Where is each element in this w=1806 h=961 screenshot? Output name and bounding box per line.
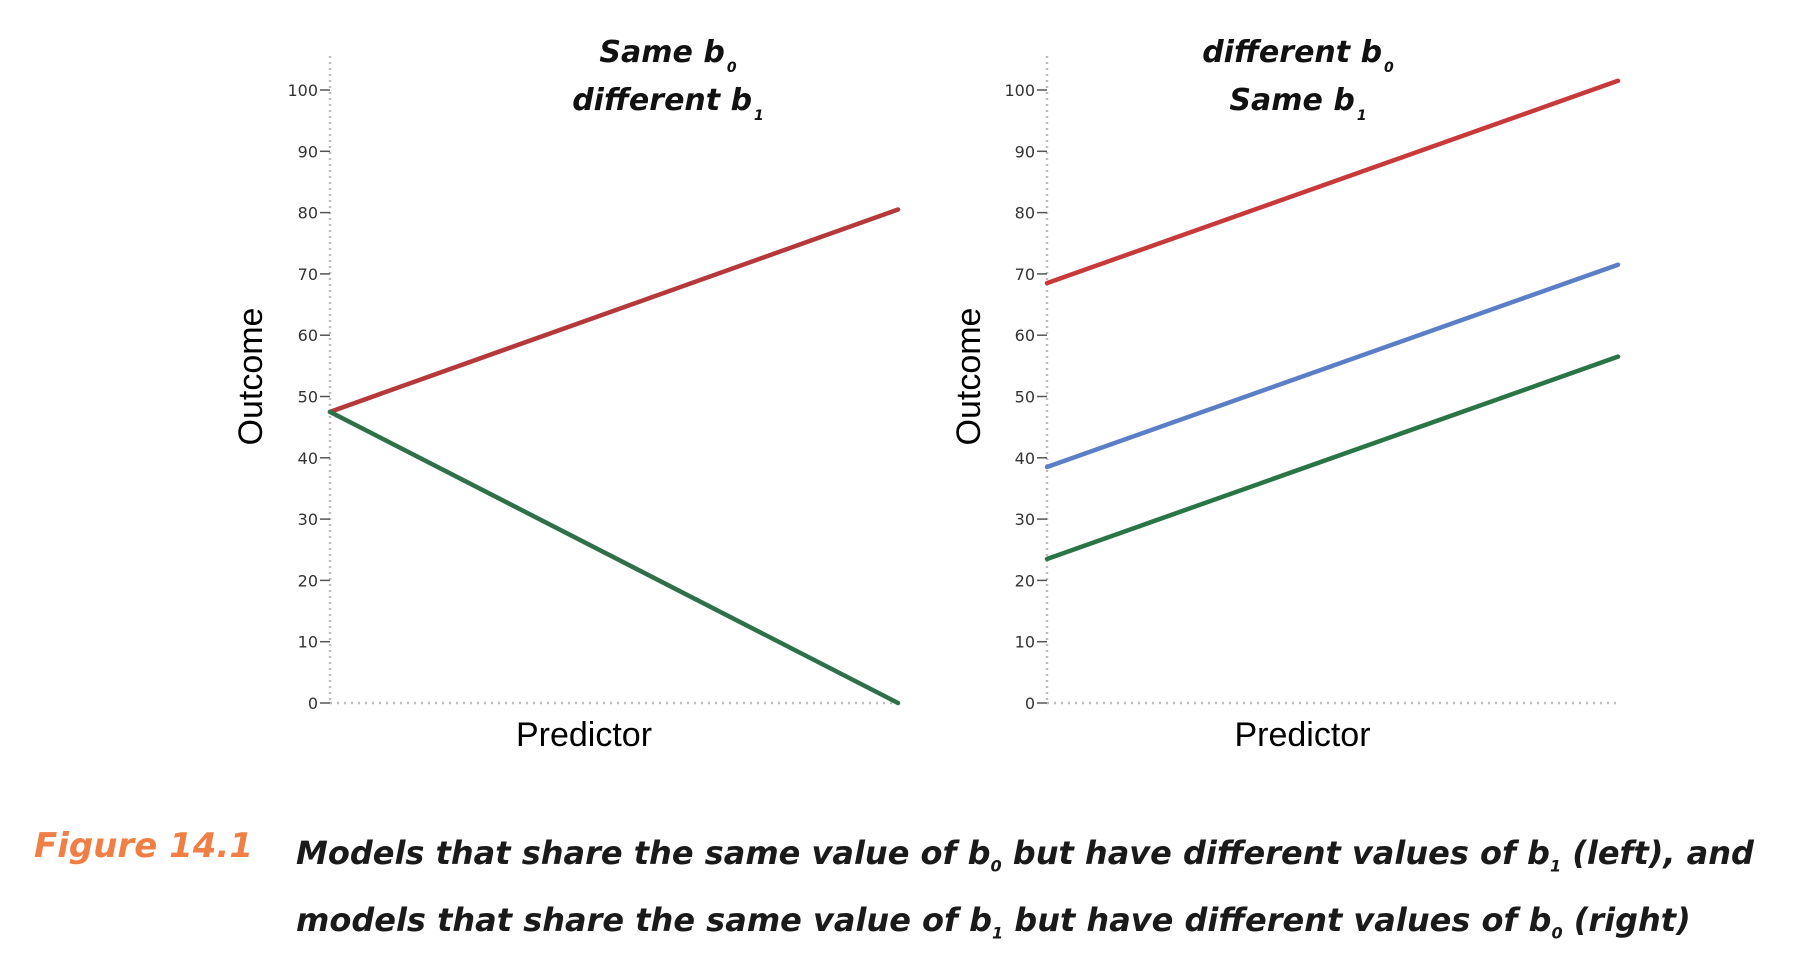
- figure-label: Figure 14.1: [34, 826, 253, 866]
- caption-text-segment: but have different values of b: [1001, 834, 1550, 872]
- caption-text-segment: Models that share the same value of b: [296, 834, 991, 872]
- series-line-1: [327, 207, 901, 415]
- panel-title-text: different b: [1202, 35, 1382, 70]
- caption-text-segment: (left), and: [1561, 834, 1754, 872]
- caption-subscript: 0: [990, 856, 1002, 876]
- caption-text-segment: (right): [1562, 901, 1691, 940]
- figure-caption: Figure 14.1 Models that share the same v…: [0, 818, 1806, 943]
- y-axis-title: Outcome: [232, 308, 270, 446]
- panel-title-subscript: 1: [1357, 108, 1367, 124]
- y-tick-label: 100: [1004, 81, 1035, 100]
- y-axis-title: Outcome: [950, 308, 988, 446]
- y-tick-label: 70: [298, 265, 318, 284]
- y-tick-label: 0: [1025, 694, 1035, 713]
- y-tick-label: 60: [1015, 326, 1035, 345]
- y-tick-label: 40: [1015, 449, 1035, 468]
- series-line-1: [1044, 78, 1621, 286]
- series-line-3: [1044, 354, 1621, 562]
- panel-title-text: Same b: [1229, 83, 1354, 118]
- x-axis-title: Predictor: [516, 716, 652, 754]
- y-tick-label: 50: [298, 388, 318, 407]
- panel-title-text: different b: [572, 83, 752, 118]
- caption-text-segment: but have different values of b: [1003, 901, 1552, 940]
- y-tick-label: 80: [1015, 204, 1035, 223]
- y-tick-label: 80: [298, 204, 318, 223]
- series-line-2: [327, 409, 901, 706]
- panel-title-text: Same b: [599, 35, 724, 70]
- caption-text-segment: models that share the same value of b: [296, 901, 992, 940]
- y-tick-label: 10: [298, 633, 318, 652]
- caption-line-2: models that share the same value of b1 b…: [296, 893, 1786, 960]
- y-tick-label: 90: [298, 142, 318, 161]
- y-tick-label: 10: [1015, 633, 1035, 652]
- y-tick-label: 20: [1015, 571, 1035, 590]
- y-tick-label: 40: [298, 449, 318, 468]
- series-line-2: [1044, 262, 1621, 470]
- y-tick-label: 70: [1015, 265, 1035, 284]
- y-tick-label: 0: [308, 694, 318, 713]
- caption-subscript: 0: [1551, 923, 1563, 943]
- panel-title-subscript: 0: [727, 60, 737, 76]
- y-tick-label: 100: [287, 81, 318, 100]
- y-tick-label: 50: [1015, 388, 1035, 407]
- y-tick-label: 90: [1015, 142, 1035, 161]
- y-tick-label: 30: [1015, 510, 1035, 529]
- caption-subscript: 1: [1549, 856, 1562, 876]
- panel-title-subscript: 0: [1384, 60, 1394, 76]
- y-tick-label: 30: [298, 510, 318, 529]
- caption-subscript: 1: [992, 923, 1004, 943]
- caption-text: Models that share the same value of b0 b…: [296, 826, 1786, 961]
- caption-line-1: Models that share the same value of b0 b…: [296, 826, 1786, 893]
- y-tick-label: 60: [298, 326, 318, 345]
- y-tick-label: 20: [298, 571, 318, 590]
- x-axis-title: Predictor: [1234, 716, 1370, 754]
- panel-title-subscript: 1: [754, 108, 764, 124]
